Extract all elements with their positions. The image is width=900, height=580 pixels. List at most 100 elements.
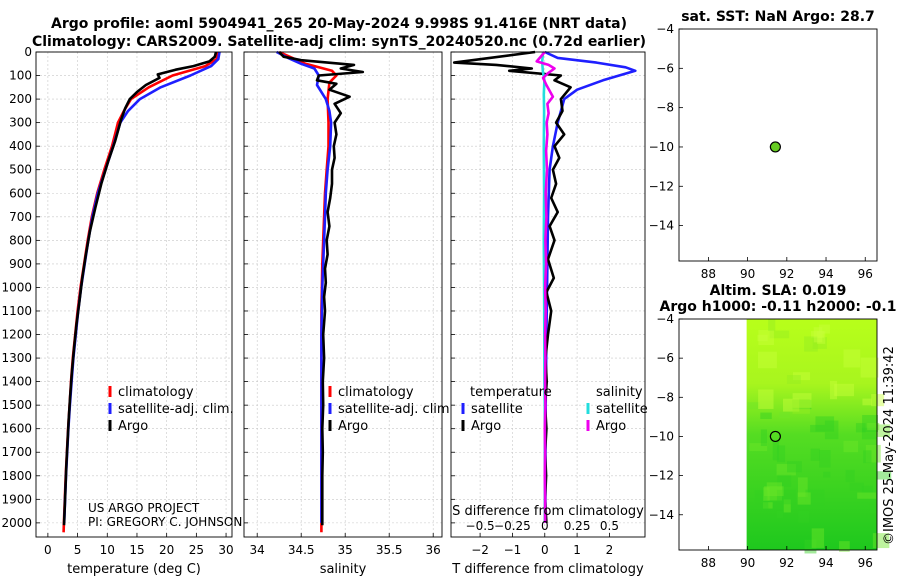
temperature-xtick-label: 0: [44, 543, 52, 557]
difference-legend-sal-argo-label: Argo: [596, 419, 626, 434]
sla_map-field-cell: [811, 331, 824, 338]
sla_map-field-cell: [839, 541, 850, 552]
difference-secondary-xtick-label: 0: [541, 519, 549, 533]
sla_map-field-cell: [805, 489, 825, 506]
difference-xtick-label: 1: [573, 543, 581, 557]
sla_map-field-cell: [760, 412, 772, 419]
temperature-legend-climatology-label: climatology: [118, 385, 194, 400]
temperature-ytick-label: 1000: [1, 280, 32, 294]
difference-legend-temp-satellite-label: satellite: [471, 402, 523, 417]
sla_map-field-cell: [798, 510, 809, 523]
sst_map-xtick-label: 96: [858, 267, 873, 281]
sla_map-field-cell: [776, 510, 784, 519]
temperature-ytick-label: 300: [9, 116, 32, 130]
temperature-legend-satellite-label: satellite-adj. clim.: [118, 402, 234, 417]
temperature-axes-frame: [35, 51, 233, 538]
sla_map-field-cell: [762, 502, 773, 509]
sst_map-ytick-label: −4: [656, 22, 674, 36]
project-credit: US ARGO PROJECT: [88, 501, 200, 515]
difference-legend-temp-argo-label: Argo: [471, 419, 501, 434]
difference-secondary-xtick-label: −0.25: [494, 519, 531, 533]
sla_map-field-cell: [772, 440, 780, 461]
difference-series-salinity-argo: [535, 51, 556, 523]
sla_map-field-cell: [862, 415, 878, 433]
sla_map-field-cell: [757, 334, 768, 342]
temperature-ytick-label: 200: [9, 92, 32, 106]
sst-map-panel: 88 90 92 94 96 −4 −6 −8 −10 −12 −14 sat. SST: NaN A…: [649, 9, 878, 281]
temperature-ytick-label: 1500: [1, 398, 32, 412]
salinity-xtick-label: 34.5: [288, 543, 315, 557]
temperature-profile-panel: 0 5 10 15 20 25 300100200300400500600700800900…: [1, 45, 233, 577]
sla_map-field-cell: [871, 394, 885, 407]
sla_map-field-cell: [764, 486, 784, 497]
sla_map-ytick-label: −12: [649, 469, 674, 483]
sla_map-argo-marker: [769, 430, 781, 443]
imos-watermark: ©IMOS 25-May-2024 11:39:42: [882, 346, 897, 545]
temperature-plot-area: [36, 52, 232, 537]
temperature-ytick-label: 400: [9, 139, 32, 153]
sla_map-field-cell: [783, 398, 800, 412]
sla_map-field-cell: [758, 389, 774, 409]
sla_map-field-cell: [747, 402, 760, 410]
temperature-series-argo: [62, 51, 218, 526]
sla_map-xtick-label: 88: [701, 556, 716, 570]
temperature-ytick-label: 600: [9, 186, 32, 200]
temperature-ytick-label: 900: [9, 257, 32, 271]
sla_map-field-cell: [804, 539, 817, 554]
temperature-xtick-label: 25: [189, 543, 204, 557]
sla_map-ytick-label: −14: [649, 508, 674, 522]
sst_map-xtick-label: 92: [779, 267, 794, 281]
temperature-ytick-label: 2000: [1, 516, 32, 530]
sla_map-field-cell: [823, 471, 831, 478]
sla_map-field-cell: [860, 357, 879, 378]
difference-axes-frame: [450, 51, 646, 538]
sla_map-field-cell: [792, 399, 810, 414]
temperature-xtick-label: 5: [74, 543, 82, 557]
sst_map-ytick-label: −12: [649, 179, 674, 193]
salinity-series-argo: [278, 51, 365, 526]
temperature-ytick-label: 1300: [1, 351, 32, 365]
sst_map-ytick-label: −6: [656, 61, 674, 75]
sla_map-field-cell: [861, 485, 873, 499]
temperature-xtick-label: 30: [218, 543, 233, 557]
sla_map-field-cell: [843, 349, 861, 368]
sla_map-field-cell: [776, 445, 786, 463]
difference-secondary-xtick-label: 0.25: [564, 519, 591, 533]
sla_map-field-cell: [768, 319, 776, 331]
sla_map-field-cell: [875, 471, 892, 480]
sla_map-field-cell: [810, 448, 820, 461]
sla_map-field-cell: [812, 337, 827, 349]
difference-secondary-xtick-label: 0.5: [600, 519, 619, 533]
sst_map-xtick-label: 94: [818, 267, 833, 281]
difference-legend-title-temperature: temperature: [470, 385, 552, 400]
difference-xtick-label: −2: [471, 543, 489, 557]
sla_map-field-cell: [783, 499, 791, 513]
sst_map-ytick-label: −10: [649, 140, 674, 154]
sla_map-field-cell: [760, 429, 767, 447]
sla_map-field-cell: [792, 399, 812, 410]
sla_map-field-cell: [819, 450, 831, 468]
salinity-series-satellite-adj-clim-: [276, 50, 333, 523]
sla_map-field-cell: [855, 423, 866, 433]
sla_map-field-cell: [862, 398, 872, 406]
sst_map-title-1: sat. SST: NaN Argo: 28.7: [681, 9, 875, 25]
temperature-ytick-label: 1200: [1, 328, 32, 342]
sla_map-field-cell: [817, 331, 826, 344]
sla_map-axes-frame: [678, 318, 878, 551]
sla_map-xtick-label: 96: [858, 556, 873, 570]
sst_map-axes-frame: [678, 28, 878, 262]
difference-legend-sal-satellite-label: satellite: [596, 402, 648, 417]
sla_map-field-cell: [861, 427, 877, 440]
sla_map-field-cell: [815, 416, 835, 432]
sst_map-xtick-label: 88: [701, 267, 716, 281]
difference-secondary-xtick-label: −0.5: [466, 519, 495, 533]
sla_map-field-cell: [845, 469, 855, 483]
sst_map-ytick-label: −14: [649, 219, 674, 233]
temperature-ytick-label: 1100: [1, 304, 32, 318]
temperature-ytick-label: 1400: [1, 375, 32, 389]
sla_map-field-cell: [757, 351, 777, 369]
sla_map-field-cell: [749, 443, 768, 452]
temperature-xlabel: temperature (deg C): [67, 562, 201, 577]
salinity-axes-frame: [243, 51, 443, 538]
sla_map-field-cell: [793, 372, 811, 381]
